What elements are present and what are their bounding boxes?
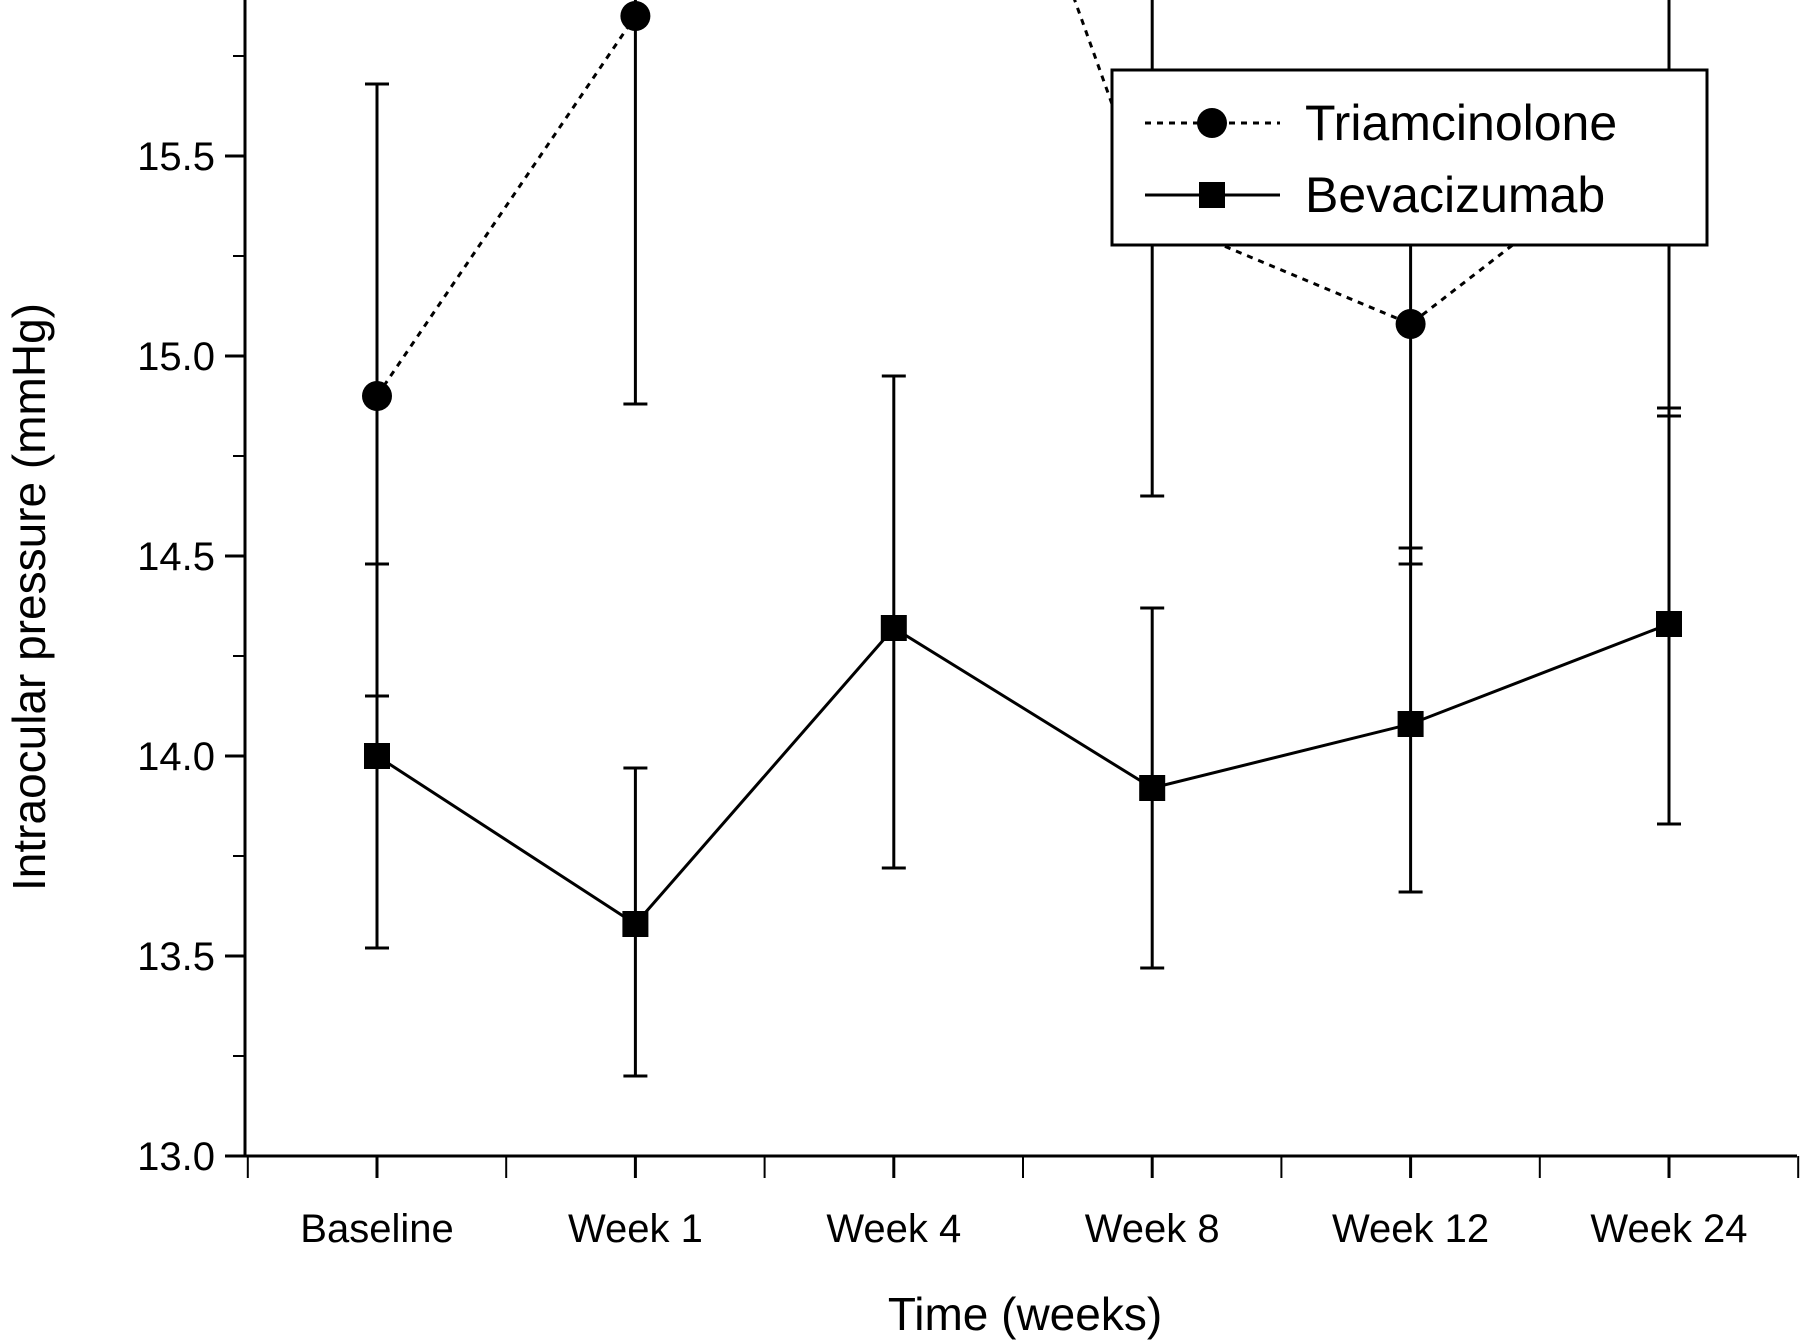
y-tick-label: 13.0: [137, 1135, 215, 1179]
legend-marker-bevacizumab: [1199, 182, 1225, 208]
legend-label-bevacizumab: Bevacizumab: [1305, 167, 1605, 223]
y-tick-label: 13.5: [137, 935, 215, 979]
data-point-triamcinolone: [620, 1, 651, 31]
legend-label-triamcinolone: Triamcinolone: [1305, 95, 1617, 151]
data-point-triamcinolone: [1395, 309, 1426, 339]
data-point-bevacizumab: [622, 911, 649, 937]
series-line-bevacizumab: [376, 622, 1670, 926]
data-point-triamcinolone: [362, 381, 392, 411]
series-line-triamcinolone: [375, 0, 1670, 397]
legend-box: [1110, 68, 1709, 247]
series-bevacizumab: [364, 374, 1682, 1078]
x-tick-label: Week 24: [1590, 1207, 1747, 1251]
y-tick-label: 14.0: [137, 735, 215, 779]
y-axis-title: Intraocular pressure (mmHg): [3, 303, 55, 891]
y-tick-label: 14.5: [137, 535, 215, 579]
axes: 13.013.514.014.515.015.516.016.517.017.5…: [137, 0, 1800, 1251]
x-tick-label: Week 8: [1085, 1207, 1220, 1251]
data-point-bevacizumab: [1656, 611, 1682, 637]
data-point-bevacizumab: [880, 615, 907, 641]
x-ticks: Baseline Week 1 Week 4 Week 8 Week 12 Week 24: [246, 1156, 1800, 1251]
x-tick-label: Week 12: [1332, 1207, 1489, 1251]
data-point-bevacizumab: [364, 743, 390, 769]
legend: Triamcinolone Bevacizumab: [1110, 68, 1709, 247]
legend-marker-triamcinolone: [1197, 108, 1227, 138]
data-point-bevacizumab: [1139, 775, 1166, 801]
x-axis-title: Time (weeks): [888, 1288, 1162, 1340]
data-point-bevacizumab: [1397, 711, 1424, 737]
x-tick-label: Baseline: [300, 1207, 453, 1251]
y-tick-label: 15.5: [137, 135, 215, 179]
x-tick-label: Week 1: [568, 1207, 703, 1251]
y-ticks: 13.013.514.014.515.015.516.016.517.017.5…: [137, 55, 245, 1179]
x-tick-label: Week 4: [826, 1207, 961, 1251]
y-tick-label: 15.0: [137, 335, 215, 379]
